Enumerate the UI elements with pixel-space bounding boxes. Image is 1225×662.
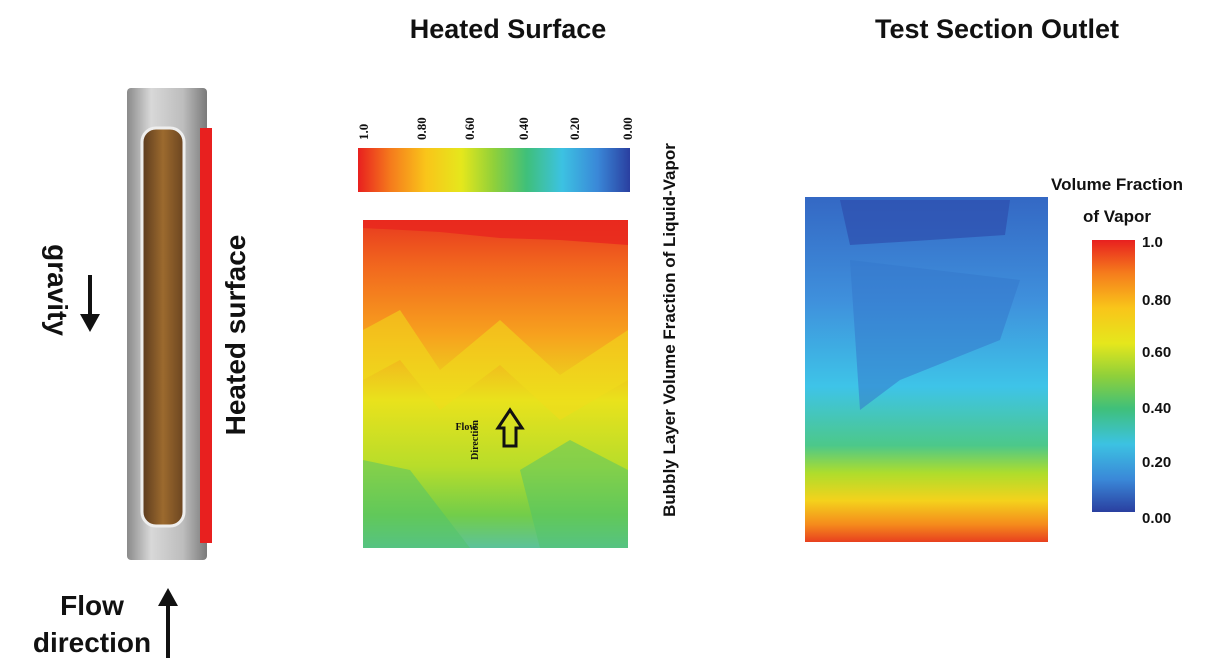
colorbar-tick: 0.40 (516, 117, 531, 140)
colorbar-title-line1: Volume Fraction (1051, 175, 1183, 194)
flow-label-line2: direction (33, 627, 151, 658)
panel-title: Test Section Outlet (875, 14, 1119, 44)
colorbar-label: Bubbly Layer Volume Fraction of Liquid-V… (660, 143, 679, 517)
contour-band (840, 200, 1010, 245)
colorbar-tick: 0.80 (1142, 292, 1171, 309)
colorbar-tick: 0.00 (620, 117, 635, 140)
colorbar-tick: 1.0 (1142, 234, 1163, 251)
colorbar-tick: 0.20 (1142, 454, 1171, 471)
colorbar-tick: 0.80 (414, 117, 429, 140)
contour-band (363, 460, 470, 548)
colorbar-title-line2: of Vapor (1083, 207, 1151, 226)
colorbar-tick: 0.60 (462, 117, 477, 140)
colorbar (358, 148, 630, 192)
colorbar-tick: 0.40 (1142, 400, 1171, 417)
colorbar-tick: 1.0 (356, 124, 371, 140)
panel-title: Heated Surface (410, 14, 607, 44)
contour-band (520, 440, 628, 548)
gravity-arrowhead (80, 314, 100, 332)
colorbar (1092, 240, 1135, 512)
flow-arrowhead (158, 588, 178, 606)
fluid-channel (140, 126, 186, 528)
flow-annotation-line2: Direction (470, 420, 481, 460)
heated-surface-label: Heated surface (220, 235, 251, 436)
heater-strip (200, 128, 212, 543)
gravity-label: gravity (42, 244, 73, 336)
flow-annotation-line1: Flow (455, 422, 477, 433)
colorbar-tick: 0.00 (1142, 510, 1171, 527)
colorbar-tick: 0.60 (1142, 344, 1171, 361)
contour-map (805, 197, 1048, 542)
colorbar-tick: 0.20 (567, 117, 582, 140)
contour-band (363, 310, 628, 420)
contour-band (850, 260, 1020, 410)
flow-label-line1: Flow (60, 590, 124, 621)
flow-direction-arrow (495, 407, 525, 448)
contour-band (363, 220, 628, 245)
